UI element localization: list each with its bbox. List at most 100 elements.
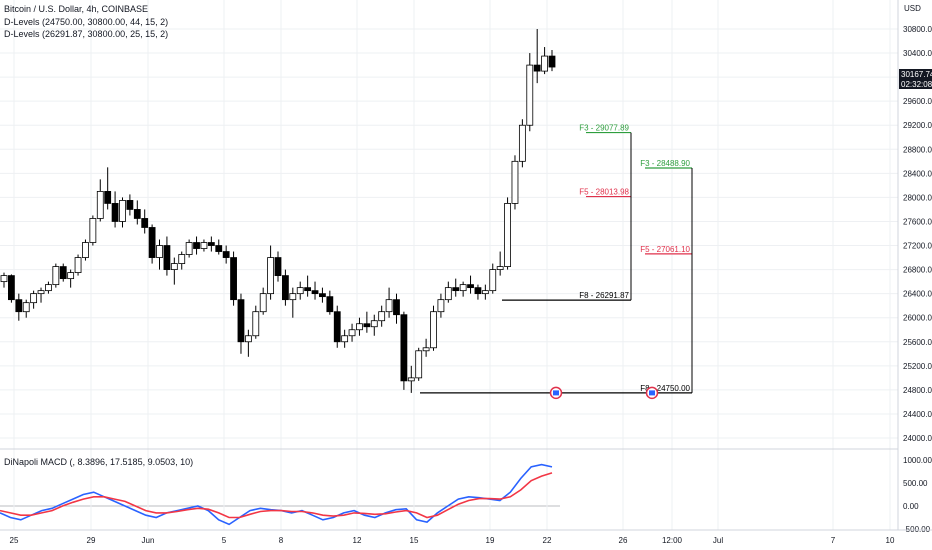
candle-body (141, 218, 149, 228)
candle-body (296, 287, 304, 295)
price-tick-label: 27200.00 (903, 242, 932, 251)
candle-body (267, 257, 274, 295)
candle-body (8, 275, 15, 301)
price-tick-label: 28400.00 (903, 169, 932, 178)
price-tick-label: 27600.00 (903, 217, 932, 226)
time-tick-label: 8 (279, 536, 284, 545)
time-tick-label: 19 (486, 536, 495, 545)
candle-body (111, 203, 119, 222)
candle-body (541, 55, 548, 72)
macd-legend[interactable]: DiNapoli MACD (, 8.3896, 17.5185, 9.0503… (4, 457, 194, 467)
candle-body (259, 293, 267, 313)
time-tick-label: 15 (410, 536, 419, 545)
fib-level-label: F5 - 28013.98 (579, 188, 629, 197)
candle-body (148, 227, 156, 258)
price-tick-label: 28800.00 (903, 145, 932, 154)
price-tick-label: 25200.00 (903, 362, 932, 371)
candle-body (415, 350, 423, 379)
candle-body (370, 320, 378, 328)
candle-body (548, 55, 556, 68)
grid-lines (0, 0, 898, 530)
candle-body (89, 218, 97, 243)
price-tick-label: 29600.00 (903, 97, 932, 106)
candle-body (459, 284, 467, 292)
candle-body (533, 64, 541, 72)
price-tick-label: 26800.00 (903, 266, 932, 275)
price-tick-label: 25600.00 (903, 338, 932, 347)
candle-body (481, 290, 489, 295)
time-tick-label: 26 (619, 536, 628, 545)
candle-body (400, 314, 408, 382)
price-tick-label: 24400.00 (903, 410, 932, 419)
last-price-value: 30167.74 (901, 70, 932, 79)
candle-body (163, 245, 171, 270)
bar-countdown: 02:32:08 (901, 80, 932, 89)
time-tick-label: 5 (222, 536, 227, 545)
time-tick-label: 25 (10, 536, 19, 545)
time-tick-label: 10 (886, 536, 895, 545)
time-tick-label: 12:00 (662, 536, 683, 545)
price-tick-label: 29200.00 (903, 121, 932, 130)
candle-body (193, 242, 200, 249)
candle-body (126, 200, 134, 210)
price-tick-label: 28000.00 (903, 193, 932, 202)
candle-body (474, 287, 482, 295)
macd-tick-label: 0.00 (903, 502, 919, 511)
candle-body (156, 245, 163, 258)
candle-body (67, 272, 75, 280)
candle-body (274, 257, 282, 277)
candle-body (37, 290, 45, 295)
macd-fast-line (0, 463, 553, 526)
candle-body (511, 160, 519, 204)
d-levels-legend-2[interactable]: D-Levels (26291.87, 30800.00, 25, 15, 2) (4, 29, 169, 39)
time-tick-label: Jun (142, 536, 155, 545)
candle-body (422, 347, 430, 352)
candle-body (52, 266, 60, 286)
candle-body (407, 377, 415, 382)
candle-body (452, 287, 460, 292)
us-flag-event-icon-fill (649, 390, 655, 396)
candle-body (22, 302, 30, 313)
price-tick-label: 30400.00 (903, 49, 932, 58)
candle-body (170, 263, 178, 270)
candle-body (200, 242, 208, 249)
macd-tick-label: 500.00 (903, 479, 928, 488)
candle-body (430, 311, 437, 349)
time-tick-label: 22 (543, 536, 552, 545)
macd-signal-line (0, 472, 553, 519)
price-tick-label: 24800.00 (903, 386, 932, 395)
candlesticks (0, 29, 556, 393)
candle-body (230, 257, 237, 301)
time-tick-label: 12 (353, 536, 362, 545)
price-axis-currency: USD (904, 4, 921, 13)
candle-body (437, 299, 445, 313)
candle-body (133, 209, 141, 219)
price-tick-label: 30800.00 (903, 25, 932, 34)
candle-body (215, 245, 223, 252)
candle-body (385, 299, 393, 313)
fib-level-label: F8 - 26291.87 (579, 291, 629, 300)
candle-body (0, 275, 8, 283)
candle-body (119, 200, 126, 222)
candle-body (289, 293, 297, 301)
candle-body (444, 287, 452, 301)
price-tick-label: 24000.00 (903, 434, 932, 443)
price-axis[interactable]: 24000.00 24400.00 24800.00 25200.00 25600.00… (0, 0, 932, 534)
time-axis[interactable]: 25 29 Jun 5 8 12 15 19 22 26 12:00 Jul 7 10 (0, 529, 932, 545)
fib-level-label: F5 - 27061.10 (640, 245, 690, 254)
candle-body (104, 190, 112, 204)
candle-body (526, 64, 534, 126)
d-levels-legend-1[interactable]: D-Levels (24750.00, 30800.00, 44, 15, 2) (4, 17, 169, 27)
fib-level-label: F8 - 24750.00 (640, 384, 690, 393)
price-tick-label: 26400.00 (903, 290, 932, 299)
candle-body (252, 311, 260, 337)
fib-level-label: F3 - 29077.89 (579, 124, 629, 133)
candle-body (237, 299, 245, 343)
last-price-badge (899, 69, 932, 89)
candle-body (244, 335, 252, 343)
fib-level-label: F3 - 28488.90 (640, 159, 690, 168)
candle-body (333, 311, 341, 343)
candle-body (96, 190, 104, 219)
fib-levels: F3 - 29077.89 F5 - 28013.98 F8 - 26291.87 F… (420, 124, 693, 400)
